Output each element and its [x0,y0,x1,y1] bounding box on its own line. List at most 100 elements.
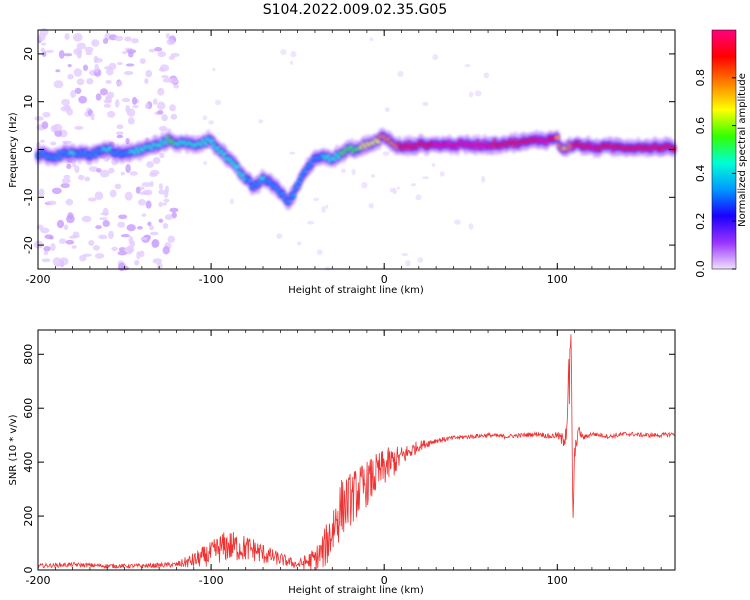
noise-speckle [114,183,122,190]
noise-speckle [158,218,164,223]
noise-speckle [168,55,175,60]
noise-speckle [40,139,45,143]
colorbar-ticks: 0.0 0.2 0.4 0.6 0.8 [694,69,736,278]
noise-speckle [146,161,154,168]
noise-speckle [106,67,114,76]
noise-speckle [102,219,110,228]
noise-speckle [126,224,136,232]
noise-speckle [145,69,153,78]
noise-speckle [43,251,49,256]
noise-speckle [107,110,116,118]
noise-speckle [148,172,158,177]
noise-speckle [105,80,112,85]
noise-speckle [276,233,283,239]
noise-speckle [151,239,160,248]
noise-speckle [141,182,152,187]
noise-speckle [422,101,429,107]
noise-speckle [40,227,50,234]
spectrogram-ytick-label: 20 [22,47,35,61]
noise-speckle [158,67,166,72]
noise-speckle [67,73,74,80]
spectrogram-ridge-layer [34,127,678,211]
snr-xtick-label: -100 [199,574,224,587]
noise-speckle [369,37,374,42]
snr-panel: -200 -100 0 100 0 200 400 600 800 Height of stra… [8,329,676,596]
noise-speckle [73,68,83,77]
noise-speckle [144,103,150,110]
noise-speckle [82,64,89,71]
snr-ytick-label: 0 [22,567,35,574]
noise-speckle [397,70,404,77]
noise-speckle [90,112,95,121]
noise-speckle [162,77,173,83]
noise-speckle [131,96,138,105]
noise-speckle [50,141,57,146]
noise-speckle [103,103,111,108]
noise-speckle [66,163,72,170]
noise-speckle [173,84,180,89]
spectrogram-xtick-label: 0 [381,273,388,286]
noise-speckle [76,42,87,50]
noise-speckle [96,168,102,173]
noise-speckle [371,173,376,178]
noise-speckle [137,199,146,206]
noise-speckle [109,189,117,198]
noise-speckle [76,78,85,86]
noise-speckle [152,258,163,264]
noise-speckle [94,253,105,259]
noise-speckle [170,113,178,120]
noise-speckle [132,105,139,109]
noise-speckle [464,64,471,68]
noise-speckle [389,187,395,193]
noise-speckle [99,169,110,178]
noise-speckle [52,257,62,266]
noise-speckle [65,198,74,206]
noise-speckle [95,225,102,230]
noise-speckle [139,58,146,64]
noise-speckle [158,125,168,132]
noise-speckle [116,124,124,130]
noise-speckle [129,171,138,176]
noise-speckle [313,197,320,202]
spectrogram-xtick-label: -100 [199,273,224,286]
noise-speckle [55,69,61,73]
noise-speckle [74,87,82,94]
noise-speckle [307,220,315,225]
noise-speckle [84,176,90,182]
noise-speckle [92,244,100,251]
noise-speckle [63,53,73,57]
noise-speckle [145,200,152,209]
noise-speckle [43,245,51,252]
noise-speckle [368,202,374,209]
colorbar-tick-label: 0.0 [694,260,707,278]
noise-speckle [128,51,134,58]
noise-speckle [60,182,70,189]
noise-speckle [94,63,100,73]
noise-speckle [161,114,168,122]
noise-speckle [166,38,176,46]
noise-speckle [422,176,430,180]
noise-speckle [134,259,140,266]
noise-speckle [52,123,63,132]
snr-ytick-label: 800 [22,344,35,365]
noise-speckle [258,119,264,124]
noise-speckle [40,47,45,53]
noise-speckle [71,245,77,249]
noise-speckle [120,171,125,176]
noise-speckle [95,93,102,101]
noise-speckle [203,161,208,166]
noise-speckle [141,213,147,217]
noise-speckle [78,95,88,104]
noise-speckle [143,189,150,195]
noise-speckle [118,214,128,220]
noise-speckle [483,72,490,79]
noise-speckle [162,202,167,206]
noise-speckle [138,250,145,258]
snr-series-line [37,334,676,571]
noise-speckle [156,101,166,110]
noise-speckle [102,37,109,44]
noise-speckle [135,186,141,194]
noise-speckle [61,177,71,184]
noise-speckle [74,125,84,130]
colorbar: 0.0 0.2 0.4 0.6 0.8 Normalized spectral ampl… [694,29,748,278]
